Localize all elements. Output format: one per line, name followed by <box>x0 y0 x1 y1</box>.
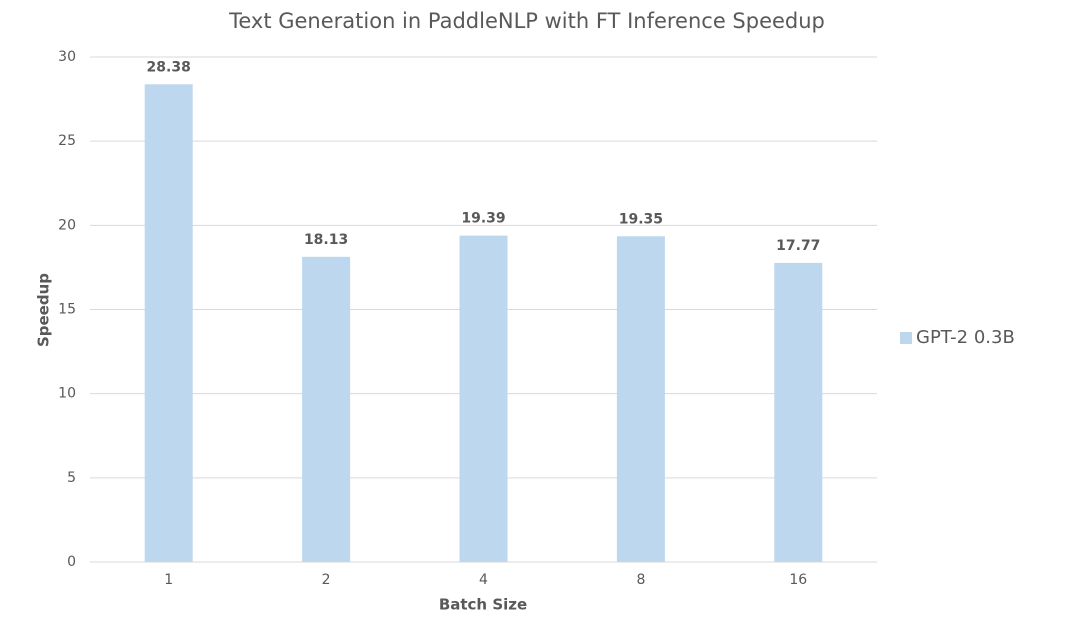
data-label: 19.35 <box>619 211 663 227</box>
y-tick-label: 0 <box>67 554 76 570</box>
legend-swatch <box>900 332 912 344</box>
data-label: 17.77 <box>776 238 820 254</box>
bar <box>616 236 665 562</box>
data-label: 19.39 <box>461 211 505 227</box>
x-tick-label: 4 <box>479 572 488 588</box>
chart-title: Text Generation in PaddleNLP with FT Inf… <box>228 9 825 33</box>
y-tick-label: 25 <box>58 133 76 149</box>
bar <box>459 235 508 562</box>
y-tick-label: 5 <box>67 470 76 486</box>
data-label: 18.13 <box>304 232 348 248</box>
y-tick-label: 10 <box>58 386 76 402</box>
x-tick-label: 2 <box>322 572 331 588</box>
x-tick-label: 8 <box>636 572 645 588</box>
y-tick-label: 30 <box>58 49 76 65</box>
bar <box>774 262 823 562</box>
bar <box>302 256 351 562</box>
legend-label: GPT-2 0.3B <box>916 327 1015 348</box>
x-tick-label: 16 <box>789 572 807 588</box>
y-axis-label: Speedup <box>35 273 53 347</box>
bar <box>144 84 193 563</box>
x-tick-label: 1 <box>164 572 173 588</box>
data-label: 28.38 <box>147 59 191 75</box>
y-tick-label: 20 <box>58 217 76 233</box>
x-axis-label: Batch Size <box>439 596 527 614</box>
y-tick-label: 15 <box>58 302 76 318</box>
